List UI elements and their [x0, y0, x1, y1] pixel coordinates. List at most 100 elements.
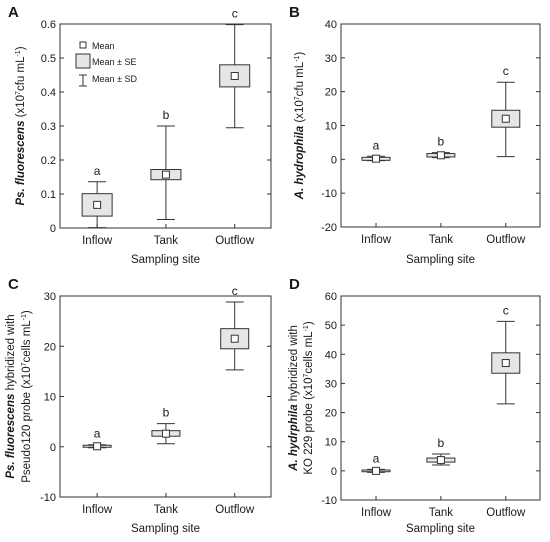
mean-marker	[372, 466, 381, 475]
y-label-text: KO 229 probe (x10	[303, 378, 315, 475]
significance-letter: a	[373, 451, 380, 465]
y-label-text: Pseudo120 probe (x10	[21, 366, 33, 482]
legend-label-mean: Mean	[92, 41, 115, 51]
panel-c: C -10 0 10 20 30 Inflow Tank Outflow Sampling sit…	[5, 276, 272, 535]
significance-letter: b	[438, 436, 445, 450]
y-tick-label: 20	[325, 408, 337, 420]
y-label-unit: cfu mL	[15, 56, 27, 91]
x-tick-label: Inflow	[361, 234, 392, 246]
y-label-species: Ps. fluorescens	[15, 121, 27, 206]
x-tick-label: Outflow	[486, 234, 526, 246]
mean-marker	[93, 442, 102, 451]
y-axis-label-line2: KO 229 probe (x107cells mL-1)	[303, 321, 315, 475]
panel-label: B	[289, 4, 300, 21]
box-tank: b	[426, 436, 456, 466]
y-tick-label: 60	[325, 291, 337, 303]
y-label-species: A. hydrphila	[288, 404, 300, 472]
y-tick-label: 30	[325, 378, 337, 390]
x-tick-label: Inflow	[82, 504, 113, 516]
y-label-species: A. hydrophila	[294, 125, 306, 200]
significance-letter: b	[163, 406, 170, 420]
significance-letter: c	[503, 303, 509, 317]
y-tick-label: 0	[331, 466, 337, 478]
significance-letter: a	[94, 164, 101, 178]
box-inflow: a	[82, 427, 112, 451]
x-axis-label: Sampling site	[131, 523, 200, 535]
mean-marker	[230, 334, 239, 343]
y-tick-label: 0.6	[41, 19, 56, 31]
y-tick-label: 40	[325, 349, 337, 361]
y-label-unit-sup: -1	[294, 55, 301, 61]
legend-label-se: Mean ± SE	[92, 57, 136, 67]
y-axis-label-line1: A. hydrphila hybridized with	[288, 325, 300, 472]
legend-se-box	[75, 53, 91, 69]
y-tick-label: 10	[44, 392, 56, 404]
panel-b: B -20 -10 0 10 20 30 40 Inflow Tank Outflow Samplin…	[289, 4, 541, 266]
y-label-close: )	[303, 321, 315, 325]
plot-frame	[59, 295, 272, 498]
y-tick-label: 10	[325, 121, 337, 133]
x-axis-label: Sampling site	[131, 254, 200, 266]
x-tick-label: Tank	[154, 504, 179, 516]
box-inflow: a	[361, 138, 391, 163]
box-outflow: c	[219, 7, 251, 129]
y-tick-label: 0.5	[41, 53, 56, 65]
y-axis-label: A. hydrophila (x107cfu mL-1)	[294, 52, 306, 201]
y-tick-label: 0.3	[41, 121, 56, 133]
mean-marker	[93, 200, 102, 209]
x-tick-label: Tank	[154, 235, 179, 247]
x-tick-label: Inflow	[361, 507, 392, 519]
box-outflow: c	[491, 64, 521, 158]
y-tick-label: 30	[44, 291, 56, 303]
y-label-text: hybridized with	[288, 325, 300, 404]
panel-a: A 0 0.1 0.2 0.3 0.4 0.5 0.6 Inflow Tank Outflow Sam…	[8, 4, 272, 266]
significance-letter: b	[438, 135, 445, 149]
x-axis-label: Sampling site	[406, 523, 475, 535]
y-axis-label-line1: Ps. fluorescens hybridized with	[5, 314, 17, 478]
y-label-sup: 7	[15, 91, 22, 95]
y-label-unit-sup: -1	[21, 314, 28, 320]
y-label-unit: cells mL	[303, 331, 315, 374]
y-tick-label: -20	[321, 222, 337, 234]
mean-marker	[161, 429, 170, 438]
y-label-sup: 7	[303, 374, 310, 378]
box-tank: b	[150, 108, 182, 220]
x-tick-label: Tank	[429, 234, 454, 246]
panel-label: C	[8, 276, 19, 293]
y-tick-label: 30	[325, 53, 337, 65]
x-tick-label: Outflow	[486, 507, 526, 519]
box-tank: b	[426, 135, 456, 160]
y-label-text: hybridized with	[5, 314, 17, 393]
y-tick-label: 0	[331, 154, 337, 166]
y-tick-label: 0.4	[41, 87, 56, 99]
box-outflow: c	[220, 284, 250, 371]
x-tick-label: Inflow	[82, 235, 113, 247]
y-tick-label: 20	[44, 341, 56, 353]
y-tick-label: 0	[50, 442, 56, 454]
mean-marker	[372, 154, 381, 163]
significance-letter: a	[94, 427, 101, 441]
significance-letter: c	[232, 7, 238, 21]
box-inflow: a	[361, 451, 391, 475]
y-axis-label: Ps. fluorescens (x107cfu mL-1)	[15, 46, 27, 205]
y-label-text: (x10	[294, 100, 306, 126]
mean-marker	[161, 170, 170, 179]
legend-mean-marker	[79, 41, 87, 49]
y-label-unit: cells mL	[21, 320, 33, 363]
significance-letter: b	[163, 108, 170, 122]
mean-marker	[501, 359, 510, 368]
x-tick-label: Tank	[429, 507, 454, 519]
y-tick-label: -10	[321, 188, 337, 200]
x-tick-label: Outflow	[215, 235, 255, 247]
y-label-unit: cfu mL	[294, 61, 306, 96]
y-label-close: )	[294, 52, 306, 56]
y-label-close: )	[15, 46, 27, 50]
box-inflow: a	[81, 164, 113, 229]
y-tick-label: 0.1	[41, 189, 56, 201]
y-tick-label: 10	[325, 437, 337, 449]
y-label-unit-sup: -1	[15, 50, 22, 56]
significance-letter: c	[503, 64, 509, 78]
y-label-species: Ps. fluorescens	[5, 394, 17, 479]
y-axis-label-line2: Pseudo120 probe (x107cells mL-1)	[21, 310, 33, 483]
mean-marker	[436, 151, 445, 160]
